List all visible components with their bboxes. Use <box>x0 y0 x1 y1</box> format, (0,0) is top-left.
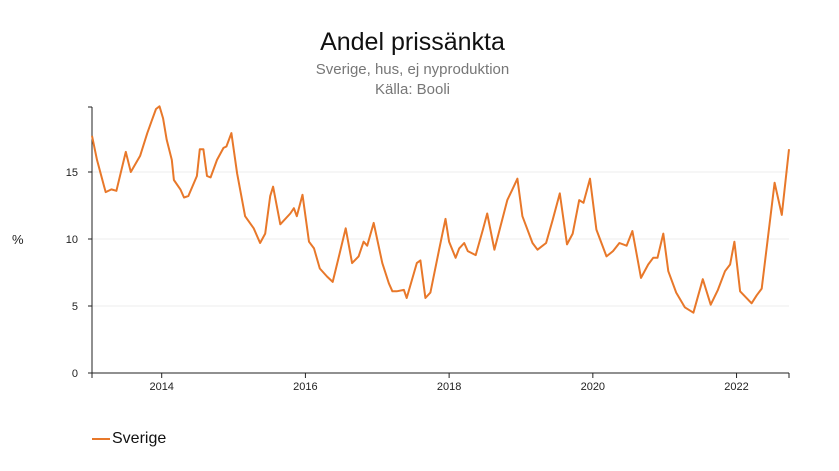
x-tick-label: 2016 <box>293 381 317 393</box>
y-tick-label: 15 <box>66 167 78 179</box>
x-tick-label: 2014 <box>149 381 173 393</box>
y-tick-label: 0 <box>72 368 78 380</box>
chart-subtitle: Sverige, hus, ej nyproduktion <box>315 61 510 78</box>
y-axis-label: % <box>12 232 24 247</box>
x-tick-label: 2020 <box>581 381 605 393</box>
x-tick-label: 2022 <box>724 381 748 393</box>
y-tick-label: 10 <box>66 234 78 246</box>
chart-title: Andel prissänkta <box>320 28 505 56</box>
x-tick-label: 2018 <box>437 381 461 393</box>
legend: Sverige <box>92 430 166 448</box>
legend-label: Sverige <box>112 430 167 447</box>
y-tick-label: 5 <box>72 301 78 313</box>
legend-swatch <box>92 438 110 440</box>
chart-source: Källa: Booli <box>374 81 451 98</box>
series-line-sverige <box>91 105 790 314</box>
